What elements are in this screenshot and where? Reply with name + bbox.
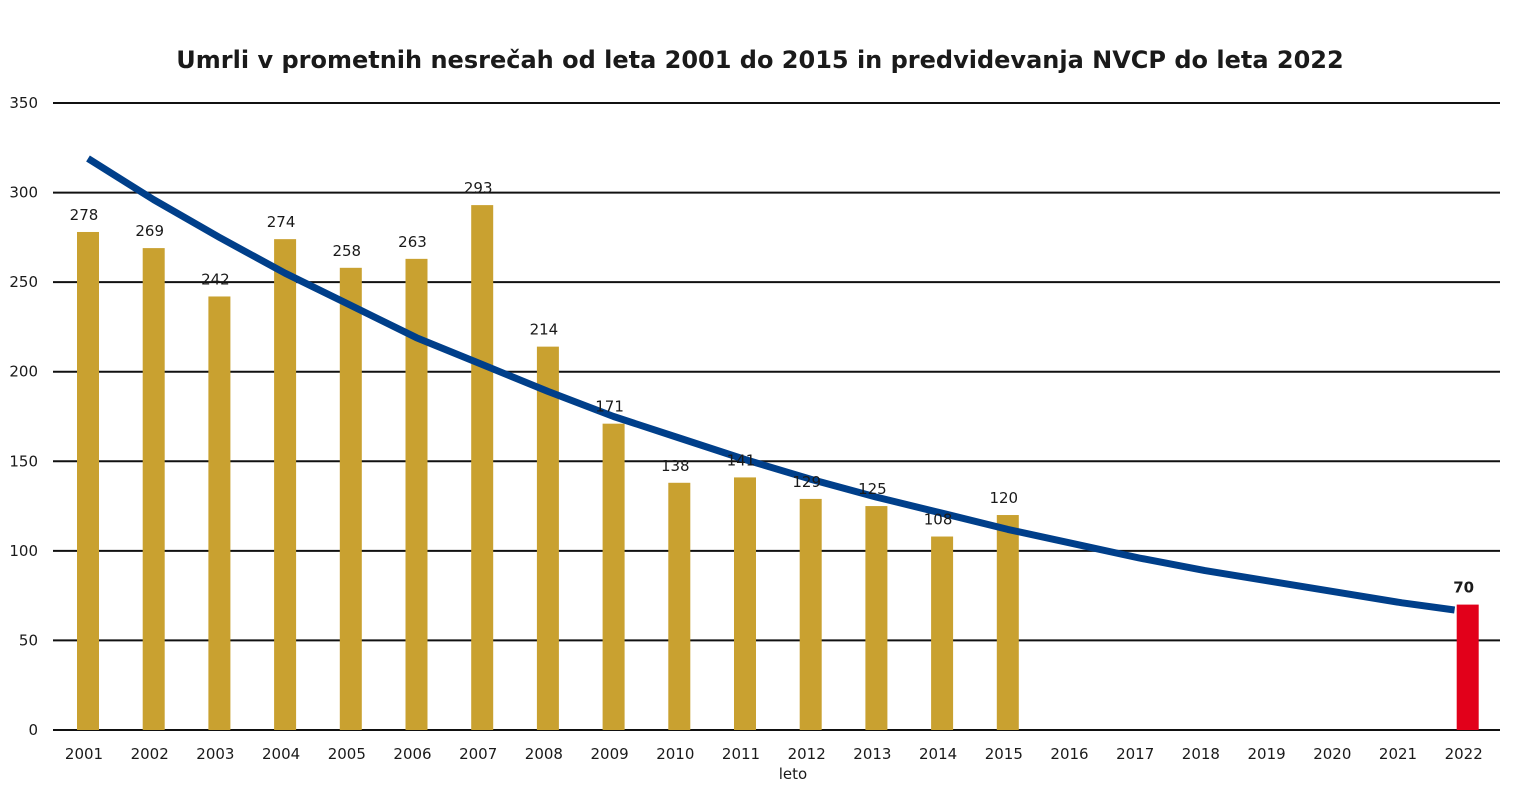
x-tick-label: 2006 bbox=[393, 745, 431, 763]
x-tick-label: 2009 bbox=[591, 745, 629, 763]
data-labels: 278 269 242 274 258 263 293 214 171 138 141 129 125 1… bbox=[70, 179, 1474, 596]
data-label: 242 bbox=[201, 270, 230, 288]
bar bbox=[274, 239, 297, 731]
bars bbox=[77, 205, 1479, 731]
data-label: 129 bbox=[792, 473, 821, 491]
bar bbox=[799, 498, 822, 730]
y-tick-label: 300 bbox=[9, 184, 38, 202]
bar bbox=[931, 536, 954, 730]
x-tick-label: 2008 bbox=[525, 745, 563, 763]
data-label: 138 bbox=[661, 457, 690, 475]
y-tick-label: 150 bbox=[9, 452, 38, 470]
bar bbox=[405, 258, 428, 730]
x-tick-label: 2019 bbox=[1248, 745, 1286, 763]
trend-line bbox=[86, 155, 1456, 614]
x-axis-label: leto bbox=[779, 765, 807, 783]
x-tick-label: 2017 bbox=[1116, 745, 1154, 763]
chart-title: Umrli v prometnih nesrečah od leta 2001 … bbox=[176, 46, 1343, 74]
bar bbox=[865, 506, 888, 730]
bar bbox=[339, 267, 362, 730]
bar bbox=[996, 515, 1019, 730]
y-tick-label: 250 bbox=[9, 273, 38, 291]
trend-line-group bbox=[86, 155, 1456, 614]
y-axis: 0 50 100 150 200 250 300 350 bbox=[9, 94, 38, 739]
data-label: 214 bbox=[530, 321, 559, 339]
x-tick-label: 2021 bbox=[1379, 745, 1417, 763]
data-label: 171 bbox=[595, 398, 624, 416]
bar bbox=[471, 205, 494, 730]
bar bbox=[602, 423, 625, 730]
x-tick-label: 2022 bbox=[1445, 745, 1483, 763]
x-tick-label: 2004 bbox=[262, 745, 300, 763]
target-bar bbox=[1456, 604, 1479, 730]
x-axis: 2001 2002 2003 2004 2005 2006 2007 2008 2009 2010… bbox=[65, 745, 1483, 763]
x-tick-label: 2011 bbox=[722, 745, 760, 763]
y-tick-label: 200 bbox=[9, 363, 38, 381]
data-label: 293 bbox=[464, 179, 493, 197]
bar bbox=[734, 477, 756, 730]
data-label: 70 bbox=[1453, 579, 1474, 597]
data-label: 263 bbox=[398, 233, 427, 251]
bar bbox=[536, 346, 559, 730]
x-tick-label: 2003 bbox=[196, 745, 234, 763]
bar bbox=[668, 482, 691, 730]
data-label: 258 bbox=[332, 242, 361, 260]
x-tick-label: 2016 bbox=[1050, 745, 1088, 763]
x-tick-label: 2015 bbox=[985, 745, 1023, 763]
y-tick-label: 50 bbox=[19, 631, 38, 649]
data-label: 125 bbox=[858, 480, 887, 498]
bar bbox=[77, 231, 99, 731]
x-tick-label: 2020 bbox=[1313, 745, 1351, 763]
x-tick-label: 2018 bbox=[1182, 745, 1220, 763]
x-tick-label: 2001 bbox=[65, 745, 103, 763]
data-label: 108 bbox=[924, 511, 953, 529]
y-tick-label: 0 bbox=[28, 721, 38, 739]
x-tick-label: 2007 bbox=[459, 745, 497, 763]
data-label: 120 bbox=[989, 489, 1018, 507]
x-tick-label: 2005 bbox=[328, 745, 366, 763]
y-tick-label: 350 bbox=[9, 94, 38, 112]
x-tick-label: 2012 bbox=[788, 745, 826, 763]
x-tick-label: 2010 bbox=[656, 745, 694, 763]
data-label: 141 bbox=[727, 451, 756, 469]
gridlines bbox=[53, 102, 1500, 731]
data-label: 269 bbox=[135, 222, 164, 240]
x-tick-label: 2013 bbox=[853, 745, 891, 763]
y-tick-label: 100 bbox=[9, 542, 38, 560]
data-label: 278 bbox=[70, 206, 99, 224]
bar bbox=[142, 248, 165, 730]
data-label: 274 bbox=[267, 213, 296, 231]
x-tick-label: 2014 bbox=[919, 745, 957, 763]
x-tick-label: 2002 bbox=[131, 745, 169, 763]
bar bbox=[208, 296, 231, 730]
